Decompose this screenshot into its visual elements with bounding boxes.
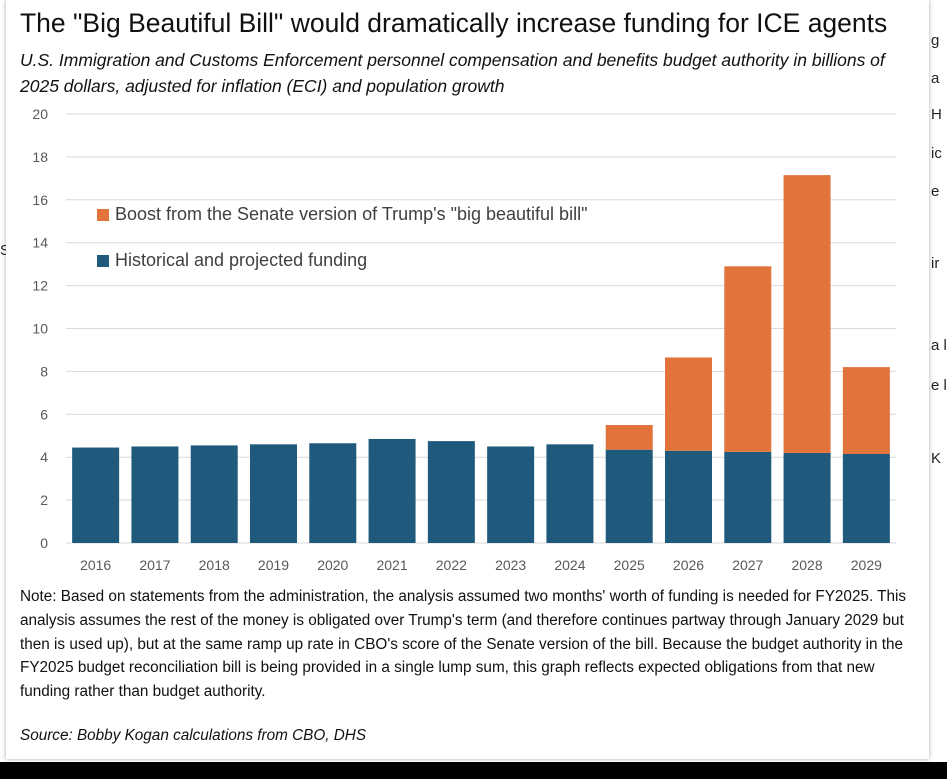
bar-historical bbox=[842, 453, 890, 543]
background-text-fragment: e bbox=[931, 183, 940, 200]
y-tick-label: 12 bbox=[32, 278, 48, 294]
background-text-fragment: H bbox=[931, 106, 942, 123]
background-text-fragment: a bbox=[931, 70, 940, 87]
legend-swatch bbox=[97, 209, 109, 221]
bar-historical bbox=[309, 443, 357, 543]
x-tick-label: 2017 bbox=[139, 557, 170, 573]
legend-label: Historical and projected funding bbox=[115, 250, 367, 270]
x-tick-label: 2016 bbox=[80, 557, 111, 573]
x-tick-label: 2021 bbox=[376, 557, 407, 573]
bar-historical bbox=[605, 449, 653, 543]
x-tick-label: 2018 bbox=[199, 557, 230, 573]
background-text-fragment: ic bbox=[931, 145, 942, 162]
bar-boost bbox=[665, 357, 712, 451]
x-tick-label: 2028 bbox=[791, 557, 822, 573]
y-tick-label: 6 bbox=[40, 406, 48, 422]
y-tick-label: 2 bbox=[40, 492, 48, 508]
bar-historical bbox=[724, 451, 772, 543]
y-tick-label: 18 bbox=[32, 149, 48, 165]
chart-source: Source: Bobby Kogan calculations from CB… bbox=[20, 727, 367, 744]
bar-historical bbox=[190, 445, 238, 543]
chart-subtitle: U.S. Immigration and Customs Enforcement… bbox=[20, 50, 885, 96]
bar-historical bbox=[546, 444, 594, 543]
y-tick-label: 16 bbox=[32, 192, 48, 208]
y-tick-label: 20 bbox=[32, 106, 48, 122]
bar-historical bbox=[665, 450, 712, 543]
y-tick-label: 10 bbox=[32, 321, 48, 337]
background-text-fragment: ir bbox=[931, 255, 940, 272]
y-tick-label: 8 bbox=[40, 363, 48, 379]
x-tick-label: 2024 bbox=[554, 557, 585, 573]
chart-card: The "Big Beautiful Bill" would dramatica… bbox=[6, 0, 929, 759]
bar-boost bbox=[605, 425, 653, 450]
bar-historical bbox=[131, 446, 179, 543]
bar-historical bbox=[487, 446, 535, 543]
bar-boost bbox=[724, 266, 772, 452]
bar-historical bbox=[250, 444, 297, 543]
x-tick-label: 2020 bbox=[317, 557, 348, 573]
bar-historical bbox=[783, 452, 831, 543]
y-tick-label: 4 bbox=[40, 449, 48, 465]
bar-historical bbox=[368, 438, 416, 543]
bar-historical bbox=[72, 447, 120, 543]
x-tick-label: 2026 bbox=[673, 557, 704, 573]
chart-note: Note: Based on statements from the admin… bbox=[20, 588, 907, 701]
bar-boost bbox=[783, 175, 831, 453]
background-text-fragment: a l bbox=[931, 337, 947, 354]
bar-boost bbox=[842, 367, 890, 454]
x-tick-label: 2019 bbox=[258, 557, 289, 573]
x-tick-label: 2022 bbox=[436, 557, 467, 573]
chart-title: The "Big Beautiful Bill" would dramatica… bbox=[20, 8, 888, 38]
bar-chart: 0 2 4 6 8 10 12 14 16 18 20 2016 2017 2018 2019 2020 202… bbox=[32, 106, 896, 573]
y-tick-label: 0 bbox=[40, 535, 48, 551]
y-tick-label: 14 bbox=[32, 235, 48, 251]
x-tick-label: 2029 bbox=[851, 557, 882, 573]
background-text-fragment: K bbox=[931, 450, 942, 467]
background-text-fragment: g bbox=[931, 32, 940, 49]
background-text-fragment: e l bbox=[931, 377, 947, 394]
x-tick-label: 2027 bbox=[732, 557, 763, 573]
background-text-fragment-left: S bbox=[0, 242, 6, 259]
x-tick-label: 2025 bbox=[614, 557, 645, 573]
x-tick-label: 2023 bbox=[495, 557, 526, 573]
bar-historical bbox=[427, 441, 475, 543]
legend-swatch bbox=[97, 255, 109, 267]
legend-label: Boost from the Senate version of Trump's… bbox=[115, 204, 587, 224]
